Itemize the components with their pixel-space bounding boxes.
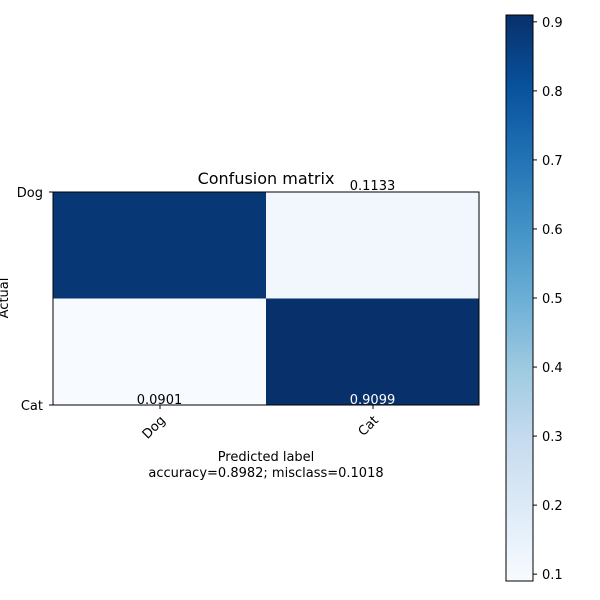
colorbar-tick-label: 0.1 [542, 568, 563, 583]
colorbar-gradient [505, 14, 534, 582]
colorbar-tick-label: 0.8 [542, 85, 563, 100]
y-axis-label: Actual [0, 278, 12, 319]
y-tick-label: Cat [21, 399, 43, 414]
heatmap-cell [53, 298, 266, 405]
colorbar-tick-label: 0.4 [542, 361, 563, 376]
cell-value-labels: 0.1133 0.0901 0.9099 [137, 179, 396, 408]
heatmap-cell [266, 298, 479, 405]
x-axis: Dog Cat [140, 405, 382, 442]
heatmap-cell [53, 192, 266, 299]
y-tick-label: Dog [17, 186, 43, 201]
x-axis-sublabel: accuracy=0.8982; misclass=0.1018 [148, 466, 383, 481]
colorbar-ticks: 0.1 0.2 0.3 0.4 0.5 0.6 0.7 0.8 0.9 [533, 16, 563, 583]
cell-value-label: 0.9099 [350, 393, 396, 408]
cell-value-label: 0.1133 [350, 179, 396, 194]
y-axis: Dog Cat [17, 186, 53, 414]
colorbar-tick-label: 0.7 [542, 154, 563, 169]
x-tick-label: Cat [356, 413, 382, 439]
heatmap-cell [266, 192, 479, 299]
heatmap-cells [53, 192, 479, 405]
colorbar-tick-label: 0.3 [542, 430, 563, 445]
colorbar-tick-label: 0.9 [542, 16, 563, 31]
colorbar-tick-label: 0.5 [542, 292, 563, 307]
cell-value-label: 0.0901 [137, 393, 183, 408]
x-axis-label: Predicted label [218, 450, 315, 465]
colorbar: 0.1 0.2 0.3 0.4 0.5 0.6 0.7 0.8 0.9 [505, 14, 563, 583]
colorbar-tick-label: 0.2 [542, 499, 563, 514]
chart-title: Confusion matrix [198, 169, 335, 188]
colorbar-tick-label: 0.6 [542, 223, 563, 238]
plot-frame [52, 191, 480, 406]
x-tick-label: Dog [140, 413, 169, 442]
